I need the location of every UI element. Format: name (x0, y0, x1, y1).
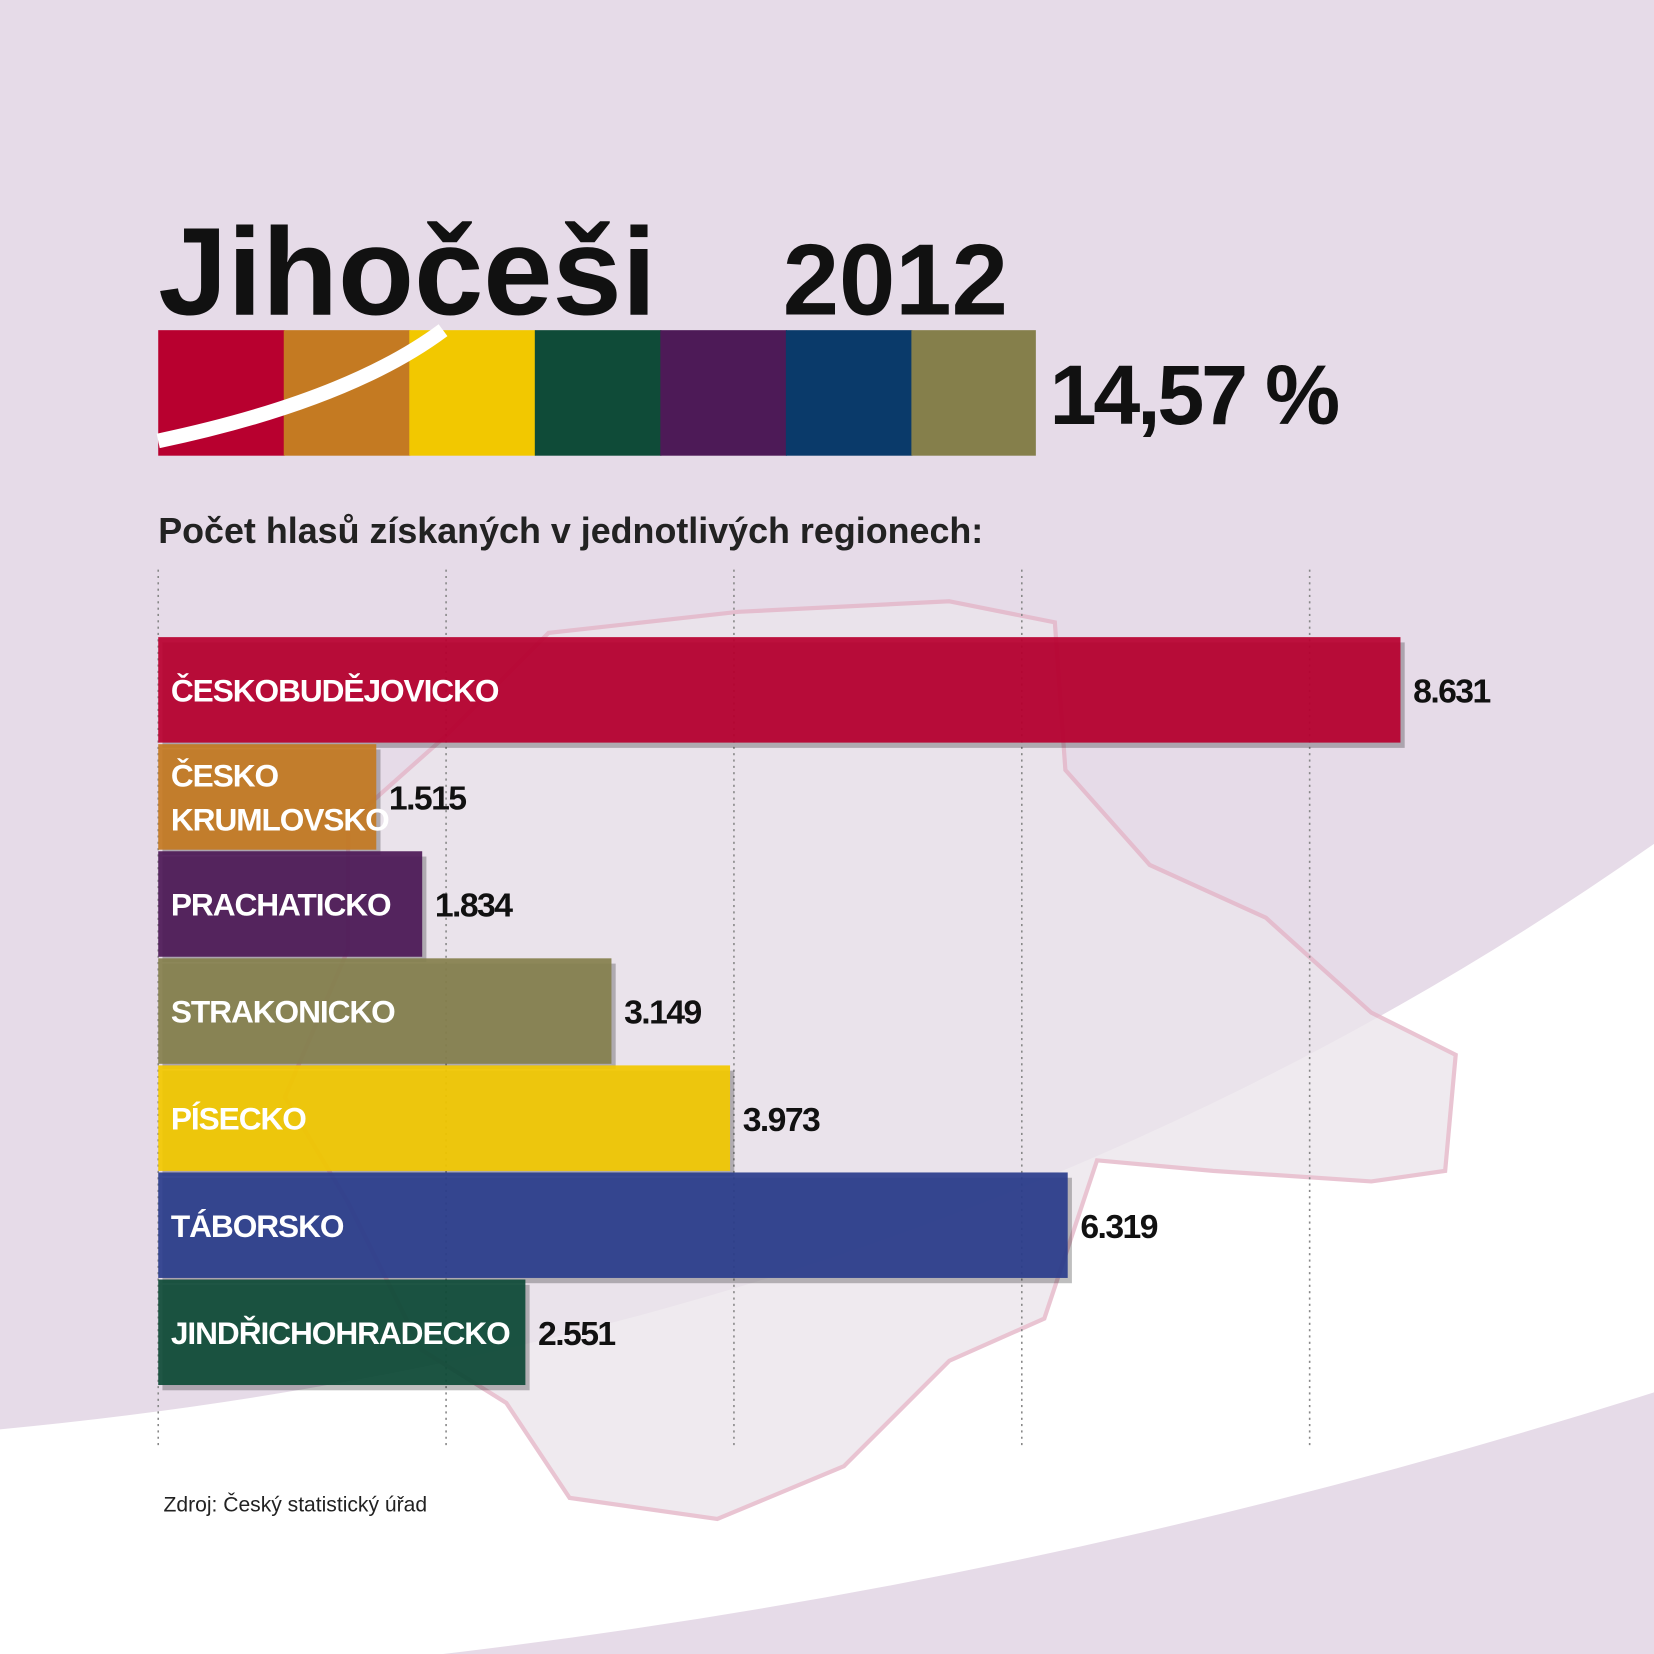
category-label: JINDŘICHOHRADECKO (171, 1315, 510, 1351)
value-label: 1.834 (435, 887, 513, 925)
value-label: 6.319 (1080, 1208, 1157, 1246)
logo-strip (156, 324, 1036, 456)
bar (158, 1065, 731, 1171)
subtitle: Počet hlasů získaných v jednotlivých reg… (158, 511, 983, 551)
category-label: PRACHATICKO (171, 887, 391, 923)
value-label: 8.631 (1413, 673, 1490, 711)
logo-block (409, 330, 536, 456)
share-label: 14,57 % (1050, 348, 1339, 442)
bar (158, 744, 377, 850)
category-label: ČESKOBUDĚJOVICKO (171, 672, 499, 708)
bar (158, 1279, 526, 1386)
bar (158, 851, 423, 957)
logo-arc (156, 324, 448, 449)
category-label: ČESKO KRUMLOVSKO (171, 757, 389, 837)
category-label: TÁBORSKO (171, 1208, 344, 1244)
value-label: 3.149 (624, 994, 701, 1032)
value-label: 1.515 (389, 780, 466, 818)
title-year: 2012 (783, 223, 1008, 336)
bar (158, 637, 1401, 743)
logo-block (534, 330, 662, 456)
background-curve (0, 843, 1654, 1654)
logo-block (283, 330, 411, 456)
logo-block (911, 330, 1036, 456)
title: Jihočeši (158, 202, 656, 341)
value-label: 3.973 (743, 1101, 820, 1139)
logo-block (785, 330, 913, 456)
logo-block (660, 330, 787, 456)
category-label: STRAKONICKO (171, 994, 395, 1030)
bar (158, 1172, 1068, 1278)
value-label: 2.551 (538, 1315, 615, 1353)
category-label: PÍSECKO (171, 1101, 306, 1137)
bar (158, 958, 612, 1064)
source: Zdroj: Český statistický úřad (164, 1494, 428, 1517)
